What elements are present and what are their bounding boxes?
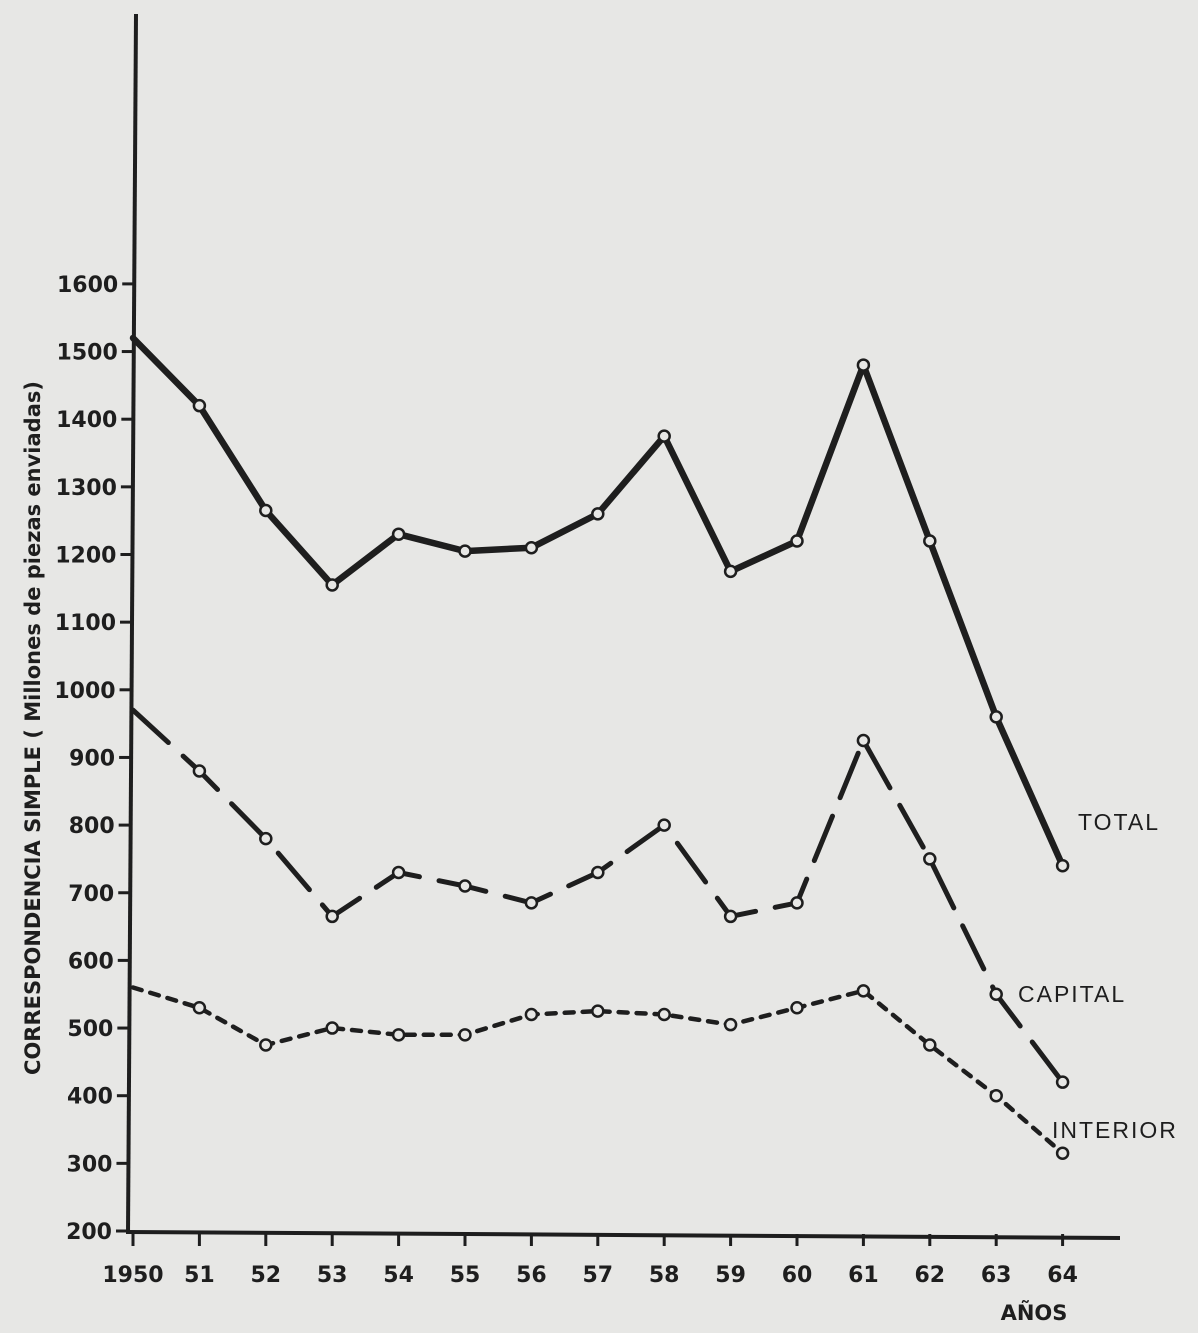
x-tick-label: 61: [848, 1263, 879, 1288]
y-tick-label: 400: [67, 1085, 113, 1110]
y-tick-label: 1000: [54, 679, 115, 704]
data-point-capital: [391, 865, 406, 880]
data-point-total: [657, 429, 671, 443]
data-point-total: [192, 398, 207, 413]
data-point-total: [524, 540, 539, 555]
data-point-capital: [989, 987, 1003, 1001]
x-axis-title: AÑOS: [1001, 1300, 1068, 1325]
x-tick-label: 64: [1047, 1263, 1078, 1288]
data-point-total: [923, 534, 937, 548]
y-axis-title: CORRESPONDENCIA SIMPLE ( Millones de pie…: [21, 381, 45, 1075]
y-tick-label: 1600: [57, 273, 118, 298]
data-point-interior: [458, 1028, 472, 1042]
data-point-capital: [723, 909, 738, 924]
data-point-total: [259, 503, 273, 518]
y-tick-label: 300: [67, 1152, 113, 1177]
data-point-capital: [325, 909, 339, 924]
series-line-interior: [130, 985, 1065, 1156]
data-point-total: [391, 527, 406, 541]
x-tick-label: 56: [516, 1263, 547, 1288]
x-tick-label: 1950: [102, 1263, 163, 1288]
series-label-interior: INTERIOR: [1052, 1117, 1178, 1143]
data-point-interior: [1055, 1146, 1070, 1160]
data-point-capital: [657, 818, 671, 832]
data-point-total: [1055, 858, 1070, 873]
y-tick-label: 800: [69, 814, 115, 839]
x-tick-label: 62: [914, 1263, 945, 1288]
x-tick-label: 53: [317, 1263, 348, 1288]
y-tick-label: 1400: [56, 408, 117, 433]
axes: [125, 13, 1121, 1240]
data-point-capital: [1055, 1075, 1070, 1089]
y-tick-label: 1500: [57, 341, 118, 366]
x-tick-label: 54: [383, 1263, 414, 1288]
y-tick-label: 900: [69, 746, 115, 771]
data-point-interior: [391, 1028, 406, 1042]
data-point-interior: [723, 1017, 738, 1032]
data-point-total: [458, 544, 472, 558]
series-label-total: TOTAL: [1078, 809, 1160, 835]
data-point-capital: [591, 865, 605, 880]
x-tick-label: 57: [582, 1263, 613, 1288]
x-axis-ticks: 1950 51 52 53 54 55 56 57 58 59 60 61 62 63 64: [102, 1234, 1078, 1288]
x-tick-label: 51: [184, 1263, 215, 1288]
data-point-interior: [192, 1001, 207, 1015]
x-tick-label: 60: [782, 1263, 813, 1288]
y-tick-label: 200: [66, 1220, 112, 1245]
data-point-total: [591, 507, 605, 521]
data-point-capital: [856, 733, 871, 748]
x-tick-label: 52: [250, 1263, 281, 1288]
x-tick-label: 59: [715, 1263, 746, 1288]
y-tick-label: 600: [68, 949, 114, 974]
data-point-capital: [790, 896, 804, 910]
series-labels: TOTAL CAPITAL INTERIOR: [1018, 809, 1178, 1143]
data-point-interior: [856, 984, 871, 998]
series-line-total: [129, 334, 1066, 869]
data-point-total: [325, 578, 339, 592]
series-label-capital: CAPITAL: [1018, 981, 1126, 1007]
data-point-capital: [923, 852, 937, 866]
x-tick-label: 55: [450, 1263, 481, 1288]
y-tick-label: 1300: [56, 476, 117, 501]
data-point-interior: [524, 1007, 539, 1022]
y-tick-label: 1100: [55, 611, 116, 636]
data-point-interior: [790, 1001, 804, 1015]
x-tick-label: 58: [649, 1263, 680, 1288]
data-point-total: [989, 710, 1003, 724]
y-axis-ticks: 200 300 400 500 600 700 800 900 1000 1100 1200 1300…: [54, 273, 135, 1245]
data-point-interior: [259, 1038, 273, 1052]
x-tick-label: 63: [981, 1263, 1012, 1288]
data-point-interior: [989, 1088, 1003, 1103]
series-group: [129, 334, 1070, 1160]
data-point-total: [856, 358, 871, 372]
y-tick-label: 500: [67, 1017, 113, 1042]
data-point-capital: [458, 879, 472, 893]
series-line-capital: [130, 707, 1066, 1085]
data-point-capital: [524, 896, 539, 910]
y-tick-label: 700: [68, 882, 114, 907]
y-tick-label: 1200: [55, 544, 116, 569]
data-point-total: [790, 534, 804, 548]
data-point-interior: [325, 1021, 339, 1035]
data-point-total: [723, 564, 738, 579]
data-point-capital: [192, 764, 207, 778]
data-point-interior: [657, 1007, 671, 1022]
data-point-capital: [259, 831, 273, 846]
data-point-interior: [591, 1004, 605, 1018]
data-point-interior: [923, 1038, 937, 1052]
x-axis-line: [125, 1230, 1121, 1240]
